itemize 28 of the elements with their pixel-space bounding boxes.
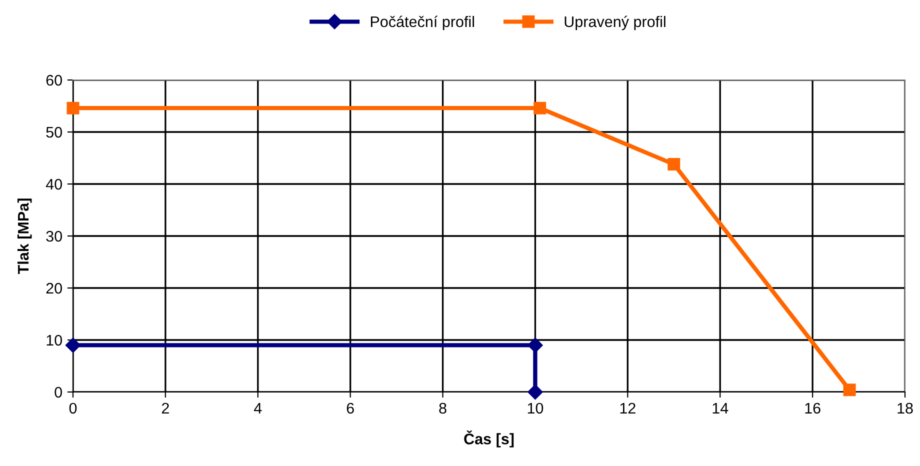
point [528, 384, 543, 400]
point [528, 338, 543, 353]
point [65, 338, 81, 353]
legend-label: Upravený profil [564, 16, 666, 30]
y-tick-label: 10 [46, 334, 62, 346]
y-tick-label: 20 [46, 282, 62, 294]
x-tick-label: 12 [620, 402, 636, 414]
legend-label: Počáteční profil [370, 16, 474, 30]
y-tick-label: 40 [46, 178, 62, 190]
point [534, 102, 546, 114]
point [843, 384, 856, 396]
y-axis-title: Tlak [MPa] [17, 198, 32, 274]
x-tick-label: 0 [69, 402, 77, 414]
point [668, 158, 680, 170]
y-tick-label: 0 [54, 386, 62, 398]
x-tick-label: 8 [439, 402, 446, 414]
x-tick-label: 6 [346, 402, 354, 414]
x-tick-label: 18 [898, 402, 913, 414]
y-tick-label: 60 [46, 74, 62, 86]
x-tick-label: 14 [712, 402, 728, 414]
x-axis-title: Čas [s] [464, 430, 514, 448]
x-tick-label: 16 [805, 402, 820, 414]
y-tick-label: 30 [46, 230, 62, 242]
y-tick-label: 50 [46, 126, 62, 138]
x-tick-label: 4 [254, 402, 262, 414]
point [66, 102, 80, 114]
x-tick-label: 10 [528, 402, 544, 414]
x-tick-label: 2 [162, 402, 169, 414]
